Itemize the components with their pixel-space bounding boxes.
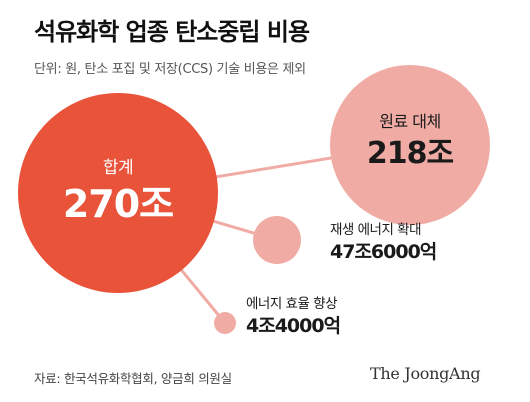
bubble-2 [253, 216, 301, 264]
bubble-value-1: 218조 [367, 136, 454, 171]
brand-logo-text: The JoongAng [370, 364, 481, 383]
chart-subtitle: 단위: 원, 탄소 포집 및 저장(CCS) 기술 비용은 제외 [34, 62, 306, 77]
bubble-1 [330, 65, 490, 225]
bubble-label-0: 합계 [103, 158, 133, 178]
bubble-value-3: 4조4000억 [246, 315, 340, 337]
bubble-label-3: 에너지 효율 향상 [246, 296, 337, 312]
bubble-label-2: 재생 에너지 확대 [330, 222, 421, 238]
chart-title: 석유화학 업종 탄소중립 비용 [34, 18, 310, 46]
bubble-0 [18, 93, 218, 293]
bubble-label-1: 원료 대체 [379, 112, 440, 131]
source-note: 자료: 한국석유화학협회, 양금희 의원실 [34, 371, 232, 386]
bubble-value-0: 270조 [63, 182, 173, 226]
bubble-3 [214, 312, 236, 334]
bubbles [18, 65, 490, 334]
bubble-value-2: 47조6000억 [330, 241, 436, 263]
